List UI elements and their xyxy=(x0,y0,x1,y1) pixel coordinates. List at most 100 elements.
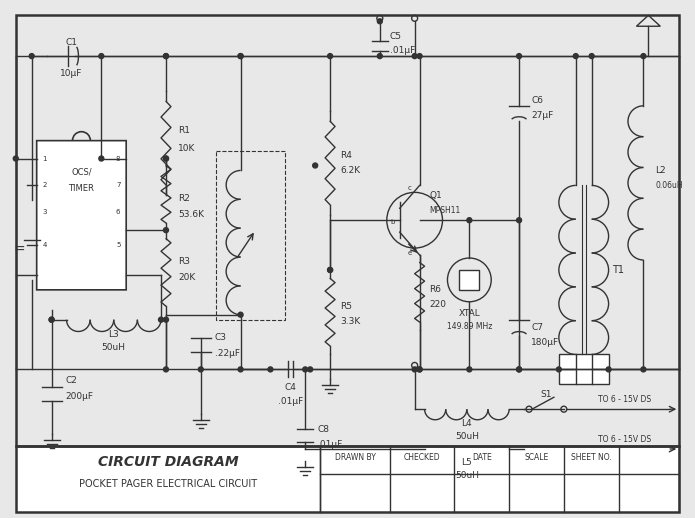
Circle shape xyxy=(49,317,54,322)
Bar xyxy=(559,354,609,384)
Text: L4: L4 xyxy=(461,419,472,428)
Text: 3.3K: 3.3K xyxy=(340,317,360,326)
Circle shape xyxy=(417,367,422,372)
Text: 50uH: 50uH xyxy=(455,431,479,440)
Circle shape xyxy=(198,367,203,372)
Circle shape xyxy=(589,53,594,59)
Circle shape xyxy=(313,163,318,168)
Circle shape xyxy=(49,317,54,322)
Circle shape xyxy=(327,53,333,59)
Text: C4: C4 xyxy=(284,383,296,392)
Text: 3: 3 xyxy=(42,209,47,215)
Circle shape xyxy=(557,367,562,372)
Text: 220: 220 xyxy=(430,300,447,309)
Text: 180μF: 180μF xyxy=(531,338,559,347)
Text: R3: R3 xyxy=(178,257,190,266)
Text: TO 6 - 15V DS: TO 6 - 15V DS xyxy=(598,395,651,404)
Text: 1: 1 xyxy=(42,155,47,162)
Text: Q1: Q1 xyxy=(430,191,442,200)
Circle shape xyxy=(412,367,417,372)
Circle shape xyxy=(238,53,243,59)
Text: 10μF: 10μF xyxy=(60,69,83,79)
Circle shape xyxy=(377,19,382,24)
Circle shape xyxy=(516,367,521,372)
Text: 50uH: 50uH xyxy=(101,343,126,352)
Circle shape xyxy=(467,218,472,223)
Text: b: b xyxy=(391,219,395,225)
Text: .22μF: .22μF xyxy=(215,349,240,358)
Text: =: = xyxy=(14,243,26,257)
Text: TO 6 - 15V DS: TO 6 - 15V DS xyxy=(598,435,651,443)
Circle shape xyxy=(268,367,273,372)
Text: TIMER: TIMER xyxy=(69,184,95,193)
Text: DATE: DATE xyxy=(472,453,491,463)
Circle shape xyxy=(163,367,168,372)
Bar xyxy=(16,16,679,446)
Text: C7: C7 xyxy=(531,323,543,332)
Text: 8: 8 xyxy=(116,155,120,162)
Circle shape xyxy=(606,367,611,372)
Text: R2: R2 xyxy=(178,194,190,203)
Text: POCKET PAGER ELECTRICAL CIRCUIT: POCKET PAGER ELECTRICAL CIRCUIT xyxy=(79,479,257,489)
Text: R4: R4 xyxy=(340,151,352,160)
Text: MPSH11: MPSH11 xyxy=(430,206,461,215)
Text: C2: C2 xyxy=(65,376,77,385)
Circle shape xyxy=(327,267,333,272)
Circle shape xyxy=(516,218,521,223)
Circle shape xyxy=(158,317,163,322)
Circle shape xyxy=(412,53,417,59)
Circle shape xyxy=(417,53,422,59)
Circle shape xyxy=(13,156,18,161)
Circle shape xyxy=(99,156,104,161)
Circle shape xyxy=(417,367,422,372)
Circle shape xyxy=(163,156,168,161)
Circle shape xyxy=(163,53,168,59)
Text: SCALE: SCALE xyxy=(524,453,548,463)
Text: 50uH: 50uH xyxy=(455,471,479,480)
Text: T1: T1 xyxy=(612,265,623,275)
Text: e: e xyxy=(407,250,412,256)
Text: 2: 2 xyxy=(42,182,47,189)
Text: C8: C8 xyxy=(317,425,329,434)
Circle shape xyxy=(467,367,472,372)
Text: SHEET NO.: SHEET NO. xyxy=(571,453,612,463)
Text: .01μF: .01μF xyxy=(390,46,415,54)
Text: 149.89 MHz: 149.89 MHz xyxy=(447,322,492,331)
Text: CIRCUIT DIAGRAM: CIRCUIT DIAGRAM xyxy=(98,455,238,469)
Text: 27μF: 27μF xyxy=(531,111,553,120)
Text: 5: 5 xyxy=(116,242,120,248)
Text: R5: R5 xyxy=(340,302,352,311)
Circle shape xyxy=(163,228,168,233)
Text: OCS/: OCS/ xyxy=(71,168,92,177)
Text: L5: L5 xyxy=(461,458,472,467)
Circle shape xyxy=(516,367,521,372)
Text: R6: R6 xyxy=(430,285,441,294)
Text: C1: C1 xyxy=(65,38,77,47)
Text: 7: 7 xyxy=(116,182,120,189)
Text: S1: S1 xyxy=(541,390,552,399)
Text: L3: L3 xyxy=(108,330,119,339)
Text: CHECKED: CHECKED xyxy=(404,453,441,463)
Circle shape xyxy=(99,53,104,59)
Text: c: c xyxy=(408,185,411,191)
Circle shape xyxy=(377,53,382,59)
Text: C6: C6 xyxy=(531,96,543,105)
Text: 53.6K: 53.6K xyxy=(178,210,204,219)
Text: 200μF: 200μF xyxy=(65,392,94,401)
Circle shape xyxy=(641,53,646,59)
Circle shape xyxy=(327,267,333,272)
Text: C3: C3 xyxy=(215,333,227,342)
Circle shape xyxy=(163,53,168,59)
Circle shape xyxy=(238,53,243,59)
Text: L2: L2 xyxy=(655,166,666,175)
Circle shape xyxy=(163,156,168,161)
Circle shape xyxy=(308,367,313,372)
Circle shape xyxy=(163,317,168,322)
Circle shape xyxy=(238,367,243,372)
Text: C5: C5 xyxy=(390,32,402,41)
Text: 6.2K: 6.2K xyxy=(340,166,360,175)
Text: 0.06uH: 0.06uH xyxy=(655,181,683,190)
Text: .01μF: .01μF xyxy=(317,439,343,449)
Text: DRAWN BY: DRAWN BY xyxy=(334,453,375,463)
Circle shape xyxy=(29,53,34,59)
